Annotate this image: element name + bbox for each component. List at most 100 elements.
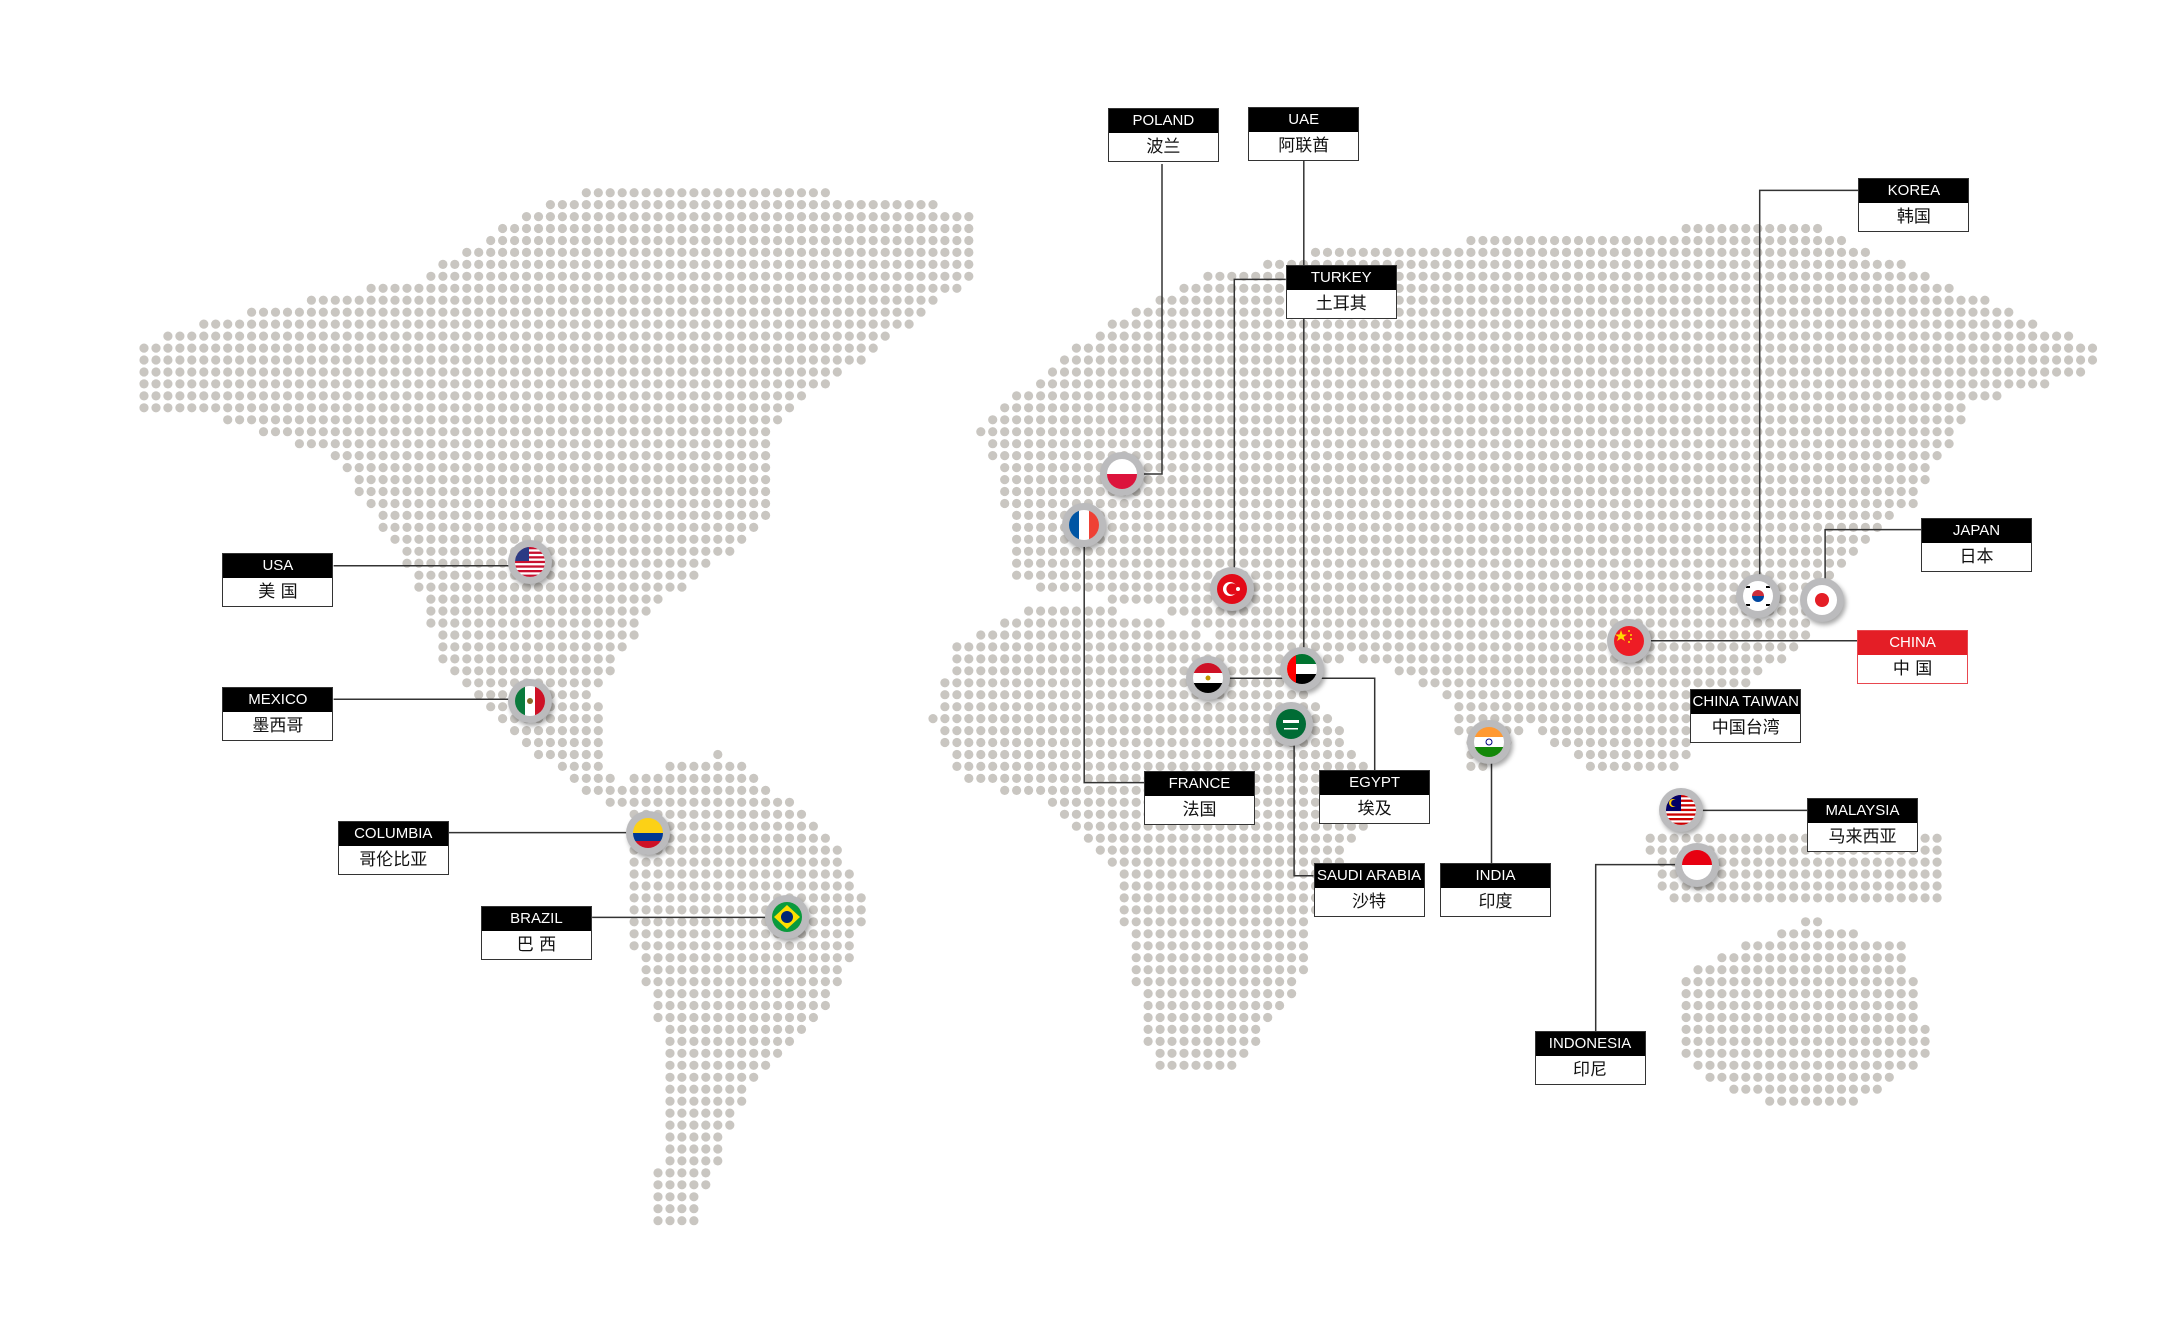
map-dot bbox=[1561, 666, 1572, 676]
map-dot bbox=[581, 618, 591, 628]
map-dot bbox=[1550, 463, 1560, 473]
map-dot bbox=[1466, 714, 1476, 724]
map-dot bbox=[509, 451, 520, 461]
map-dot bbox=[808, 379, 819, 389]
map-dot bbox=[1573, 726, 1584, 736]
map-dot bbox=[438, 283, 448, 293]
map-dot bbox=[1813, 510, 1823, 520]
map-dot bbox=[1717, 546, 1727, 556]
map-dot bbox=[1179, 606, 1189, 616]
map-dot bbox=[1729, 367, 1739, 377]
map-dot bbox=[677, 797, 687, 807]
map-dot bbox=[1215, 475, 1225, 485]
map-dot bbox=[1550, 331, 1560, 341]
map-dot bbox=[1681, 570, 1691, 580]
map-dot bbox=[629, 247, 639, 257]
map-dot bbox=[1729, 594, 1739, 604]
map-dot bbox=[1920, 439, 1930, 449]
map-dot bbox=[1645, 618, 1655, 628]
map-dot bbox=[1239, 319, 1249, 329]
map-dot bbox=[1753, 343, 1763, 353]
map-dot bbox=[1047, 582, 1058, 592]
map-dot bbox=[796, 188, 807, 198]
map-dot bbox=[820, 307, 831, 317]
map-dot bbox=[1669, 283, 1679, 293]
map-dot bbox=[474, 355, 484, 365]
map-dot bbox=[593, 737, 603, 748]
map-dot bbox=[1143, 702, 1153, 712]
map-dot bbox=[1442, 522, 1452, 533]
map-dot bbox=[498, 319, 508, 329]
map-dot bbox=[808, 200, 819, 210]
map-dot bbox=[354, 463, 364, 473]
map-dot bbox=[1322, 475, 1333, 485]
map-dot bbox=[1215, 283, 1225, 293]
map-dot bbox=[1083, 797, 1093, 807]
map-dot bbox=[1920, 343, 1930, 353]
map-dot bbox=[1310, 475, 1321, 485]
map-dot bbox=[318, 319, 328, 329]
map-dot bbox=[1633, 295, 1643, 305]
map-dot bbox=[1753, 546, 1763, 556]
map-dot bbox=[617, 235, 627, 246]
map-dot bbox=[605, 343, 615, 353]
map-dot bbox=[1765, 630, 1775, 640]
map-dot bbox=[1633, 702, 1643, 712]
map-dot bbox=[569, 773, 579, 784]
map-dot bbox=[725, 773, 735, 784]
map-dot bbox=[533, 391, 544, 401]
map-dot bbox=[1263, 534, 1273, 544]
map-dot bbox=[1514, 642, 1524, 652]
map-dot bbox=[1191, 295, 1201, 305]
map-dot bbox=[1550, 582, 1560, 592]
map-dot bbox=[2028, 343, 2038, 353]
map-dot bbox=[593, 391, 603, 401]
map-dot bbox=[761, 307, 771, 317]
map-dot bbox=[749, 188, 759, 198]
map-dot bbox=[808, 343, 819, 353]
map-dot bbox=[1406, 582, 1416, 592]
map-dot bbox=[1538, 630, 1548, 640]
map-dot bbox=[1143, 714, 1153, 724]
map-dot bbox=[1633, 451, 1643, 461]
map-dot bbox=[1705, 367, 1715, 377]
map-dot bbox=[1263, 379, 1273, 389]
map-dot bbox=[1717, 534, 1727, 544]
map-dot bbox=[569, 212, 579, 222]
map-dot bbox=[1179, 486, 1189, 497]
map-dot bbox=[1251, 558, 1261, 568]
map-dot bbox=[1251, 295, 1261, 305]
map-dot bbox=[533, 331, 544, 341]
map-dot bbox=[378, 391, 388, 401]
map-dot bbox=[1167, 319, 1177, 329]
map-dot bbox=[725, 200, 735, 210]
map-dot bbox=[378, 355, 388, 365]
map-dot bbox=[1824, 439, 1835, 449]
map-dot bbox=[1860, 534, 1870, 544]
map-dot bbox=[1741, 546, 1751, 556]
map-dot bbox=[653, 534, 663, 544]
map-dot bbox=[1239, 558, 1249, 568]
map-dot bbox=[1215, 737, 1225, 748]
map-dot bbox=[713, 546, 723, 556]
map-dot bbox=[1334, 415, 1344, 425]
map-dot bbox=[1143, 749, 1153, 760]
map-dot bbox=[1203, 510, 1213, 520]
map-dot bbox=[617, 439, 627, 449]
map-dot bbox=[1681, 582, 1691, 592]
map-dot bbox=[1358, 761, 1368, 772]
map-dot bbox=[1538, 570, 1548, 580]
map-dot bbox=[474, 331, 484, 341]
map-dot bbox=[1813, 451, 1823, 461]
map-dot bbox=[677, 498, 687, 509]
map-dot bbox=[2004, 355, 2014, 365]
map-dot bbox=[450, 606, 460, 616]
map-dot bbox=[1717, 451, 1727, 461]
map-dot bbox=[1824, 235, 1835, 246]
map-dot bbox=[1131, 355, 1141, 365]
map-dot bbox=[677, 463, 687, 473]
map-dot bbox=[1729, 522, 1739, 533]
map-dot bbox=[1155, 737, 1165, 748]
map-dot bbox=[569, 247, 579, 257]
map-dot bbox=[1514, 606, 1524, 616]
